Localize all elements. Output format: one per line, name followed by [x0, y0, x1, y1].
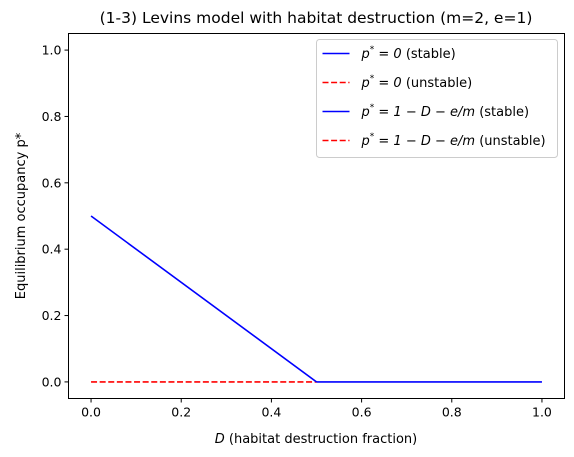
chart-title: (1-3) Levins model with habitat destruct… [100, 9, 533, 27]
series-line-2 [90, 215, 317, 383]
y-axis-label: Equilibrium occupancy p* [14, 132, 29, 299]
x-tick-label: 0.2 [171, 405, 191, 420]
x-axis-label-rest: (habitat destruction fraction) [225, 432, 417, 447]
y-tick-label: 0.4 [42, 242, 62, 257]
x-tick-label: 0.6 [352, 405, 372, 420]
x-tick-label: 1.0 [532, 405, 552, 420]
y-tick-label: 0.6 [42, 175, 62, 190]
legend-box [316, 39, 558, 158]
ticks-layer: 0.0 0.2 0.4 0.6 0.8 1.0 0.0 0.2 0.4 0.6 0.8 1.0 [42, 43, 552, 420]
y-tick-label: 0.2 [42, 308, 62, 323]
plot-frame [68, 33, 565, 399]
legend-label: p* = 1 − D − e/m (stable) [361, 103, 530, 120]
x-axis-label: D (habitat destruction fraction) [215, 432, 417, 447]
x-axis-label-var: D [215, 432, 225, 447]
series-layer [90, 215, 542, 383]
y-tick-label: 0.0 [42, 374, 62, 389]
legend-label: p* = 1 − D − e/m (unstable) [361, 132, 546, 149]
x-tick-label: 0.8 [442, 405, 462, 420]
x-tick-label: 0.4 [261, 405, 281, 420]
legend: p* = 0 (stable) p* = 0 (unstable) p* = 1 −… [316, 39, 558, 158]
x-tick-label: 0.0 [81, 405, 101, 420]
legend-label: p* = 0 (stable) [361, 45, 456, 62]
y-tick-label: 0.8 [42, 109, 62, 124]
y-tick-label: 1.0 [42, 43, 62, 58]
legend-label: p* = 0 (unstable) [361, 74, 473, 91]
